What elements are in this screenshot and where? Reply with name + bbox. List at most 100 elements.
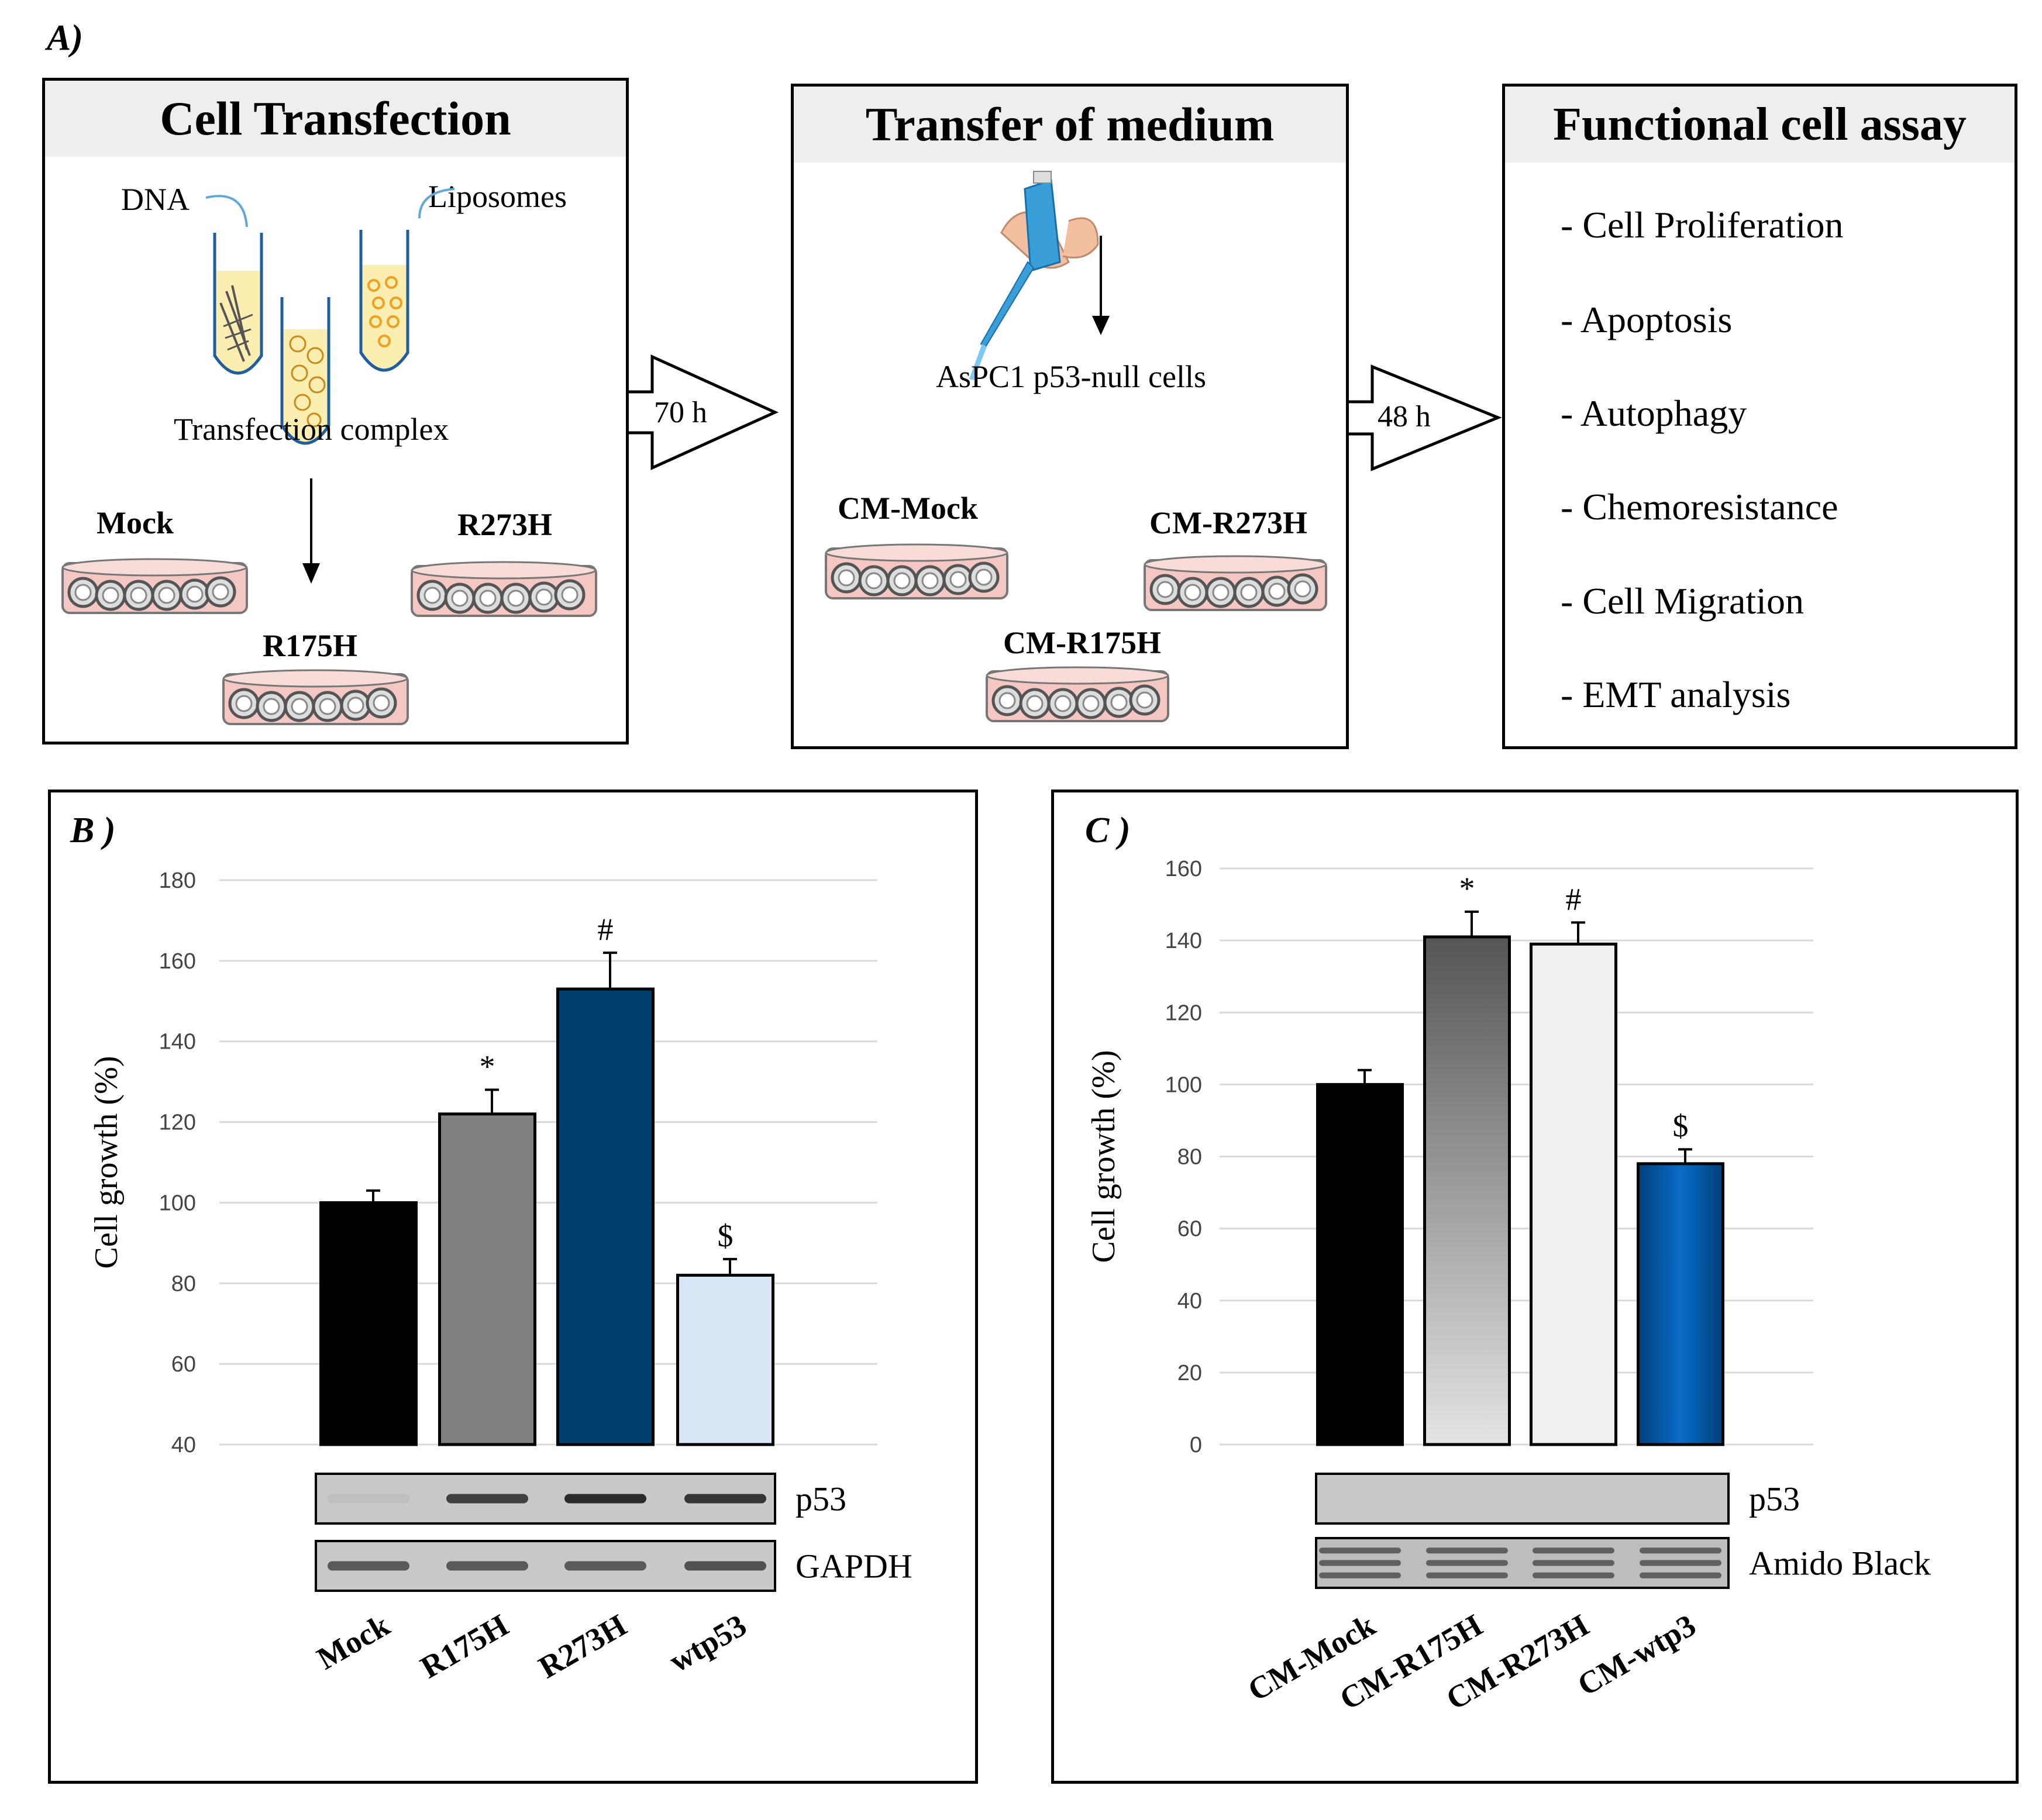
y-tick-label: 80 — [1177, 1145, 1202, 1170]
blot-band — [328, 1561, 409, 1571]
significance-mark: # — [1566, 881, 1582, 916]
aspc1-cells-label: AsPC1 p53-null cells — [936, 359, 1207, 394]
y-tick-label: 140 — [159, 1030, 196, 1054]
panel-b-letter: B ) — [70, 811, 116, 850]
blot-band — [1319, 1560, 1401, 1566]
blot-band — [1426, 1560, 1508, 1566]
pipette-icon — [969, 171, 1099, 380]
y-tick-label: 180 — [159, 868, 196, 893]
blot-band — [1426, 1572, 1508, 1578]
bar-cm-r175h — [1423, 935, 1511, 1446]
blot-strip — [1315, 1473, 1730, 1525]
y-tick-label: 100 — [1165, 1073, 1202, 1097]
blot-band — [1640, 1560, 1721, 1566]
y-tick-label: 140 — [1165, 929, 1202, 953]
bar-cm-wtp3 — [1637, 1162, 1724, 1446]
blot-label: Amido Black — [1749, 1545, 1931, 1583]
significance-mark: * — [1459, 871, 1475, 906]
arrow-48h-label: 48 h — [1378, 400, 1431, 433]
blot-band — [446, 1561, 528, 1571]
blot-band — [564, 1561, 646, 1571]
blot-band — [446, 1494, 528, 1504]
y-tick-label: 160 — [159, 949, 196, 974]
transfection-tubes-illustration — [61, 188, 597, 725]
blot-label: GAPDH — [796, 1547, 912, 1585]
dish-label-cm-r175h: CM-R175H — [1003, 625, 1161, 660]
dish-r273h-icon — [411, 561, 597, 617]
cell-transfection-box: Cell Transfection DNA Liposomes — [42, 78, 629, 744]
transfer-medium-box: Transfer of medium — [791, 84, 1349, 749]
bar-r273h — [556, 987, 655, 1446]
dna-label: DNA — [121, 182, 190, 217]
dish-cm-r175h-icon — [986, 666, 1169, 722]
significance-mark: * — [480, 1049, 495, 1084]
assay-item: - Cell Migration — [1561, 580, 1804, 622]
significance-mark: $ — [718, 1218, 734, 1253]
y-tick-label: 160 — [1165, 857, 1202, 881]
transfer-medium-title: Transfer of medium — [794, 87, 1346, 163]
dish-label-r273h: R273H — [457, 507, 552, 542]
y-tick-label: 40 — [171, 1433, 196, 1457]
dish-cm-r273h-icon — [1144, 555, 1327, 611]
blot-band — [328, 1494, 409, 1504]
significance-mark: $ — [1673, 1108, 1689, 1143]
dish-label-mock: Mock — [97, 505, 174, 540]
blot-band — [1640, 1572, 1721, 1578]
y-axis-label: Cell growth (%) — [1086, 1050, 1122, 1263]
y-tick-label: 120 — [159, 1111, 196, 1135]
blot-band — [684, 1494, 766, 1504]
panel-a-letter: A) — [47, 18, 83, 58]
cell-transfection-title: Cell Transfection — [45, 81, 626, 157]
blot-band — [1533, 1560, 1614, 1566]
bar-mock — [319, 1201, 418, 1446]
panel-c-letter: C ) — [1085, 811, 1131, 850]
y-tick-label: 60 — [171, 1352, 196, 1377]
assay-item: - EMT analysis — [1561, 674, 1791, 715]
transfection-complex-label: Transfection complex — [174, 412, 449, 447]
functional-assay-box: Functional cell assay - Cell Proliferati… — [1502, 84, 2017, 749]
dish-cm-mock-icon — [825, 543, 1008, 599]
blot-band — [1319, 1572, 1401, 1578]
blot-band — [1319, 1547, 1401, 1554]
liposome-tube-icon — [359, 230, 409, 372]
arrow-48h — [1349, 364, 1502, 471]
significance-mark: # — [598, 912, 614, 947]
dish-r175h-icon — [222, 669, 409, 725]
y-tick-label: 0 — [1190, 1433, 1202, 1457]
dna-tube-icon — [213, 233, 263, 375]
dish-label-r175h: R175H — [263, 628, 357, 663]
assay-item: - Chemoresistance — [1561, 486, 1838, 528]
bar-cm-mock — [1316, 1083, 1404, 1446]
y-tick-label: 100 — [159, 1191, 196, 1215]
complex-tube-icon — [280, 297, 330, 445]
functional-assay-title: Functional cell assay — [1505, 87, 2015, 163]
bar-r175h — [438, 1112, 536, 1446]
pipette-illustration — [825, 171, 1327, 722]
y-tick-label: 80 — [171, 1271, 196, 1296]
blot-band — [564, 1494, 646, 1504]
blot-band — [1533, 1572, 1614, 1578]
y-tick-label: 60 — [1177, 1217, 1202, 1242]
assay-item: - Apoptosis — [1561, 299, 1733, 340]
y-tick-label: 20 — [1177, 1361, 1202, 1385]
bar-wtp53 — [676, 1274, 774, 1446]
arrow-70h — [629, 354, 779, 470]
dish-label-cm-r273h: CM-R273H — [1149, 505, 1307, 540]
blot-band — [1533, 1547, 1614, 1554]
assay-item: - Autophagy — [1561, 392, 1747, 434]
blot-band — [1640, 1547, 1721, 1554]
y-tick-label: 120 — [1165, 1001, 1202, 1025]
x-tick-label: CM-wtp3 — [1572, 1607, 1702, 1702]
dish-mock-icon — [61, 558, 248, 614]
blot-band — [684, 1561, 766, 1571]
arrow-70h-label: 70 h — [654, 396, 707, 429]
blot-band — [1426, 1547, 1508, 1554]
liposomes-label: Liposomes — [428, 179, 567, 214]
blot-label: p53 — [1749, 1480, 1800, 1518]
blot-label: p53 — [796, 1480, 846, 1518]
assay-item: - Cell Proliferation — [1561, 204, 1844, 246]
bar-cm-r273h — [1530, 942, 1617, 1446]
y-axis-label: Cell growth (%) — [88, 1056, 125, 1269]
